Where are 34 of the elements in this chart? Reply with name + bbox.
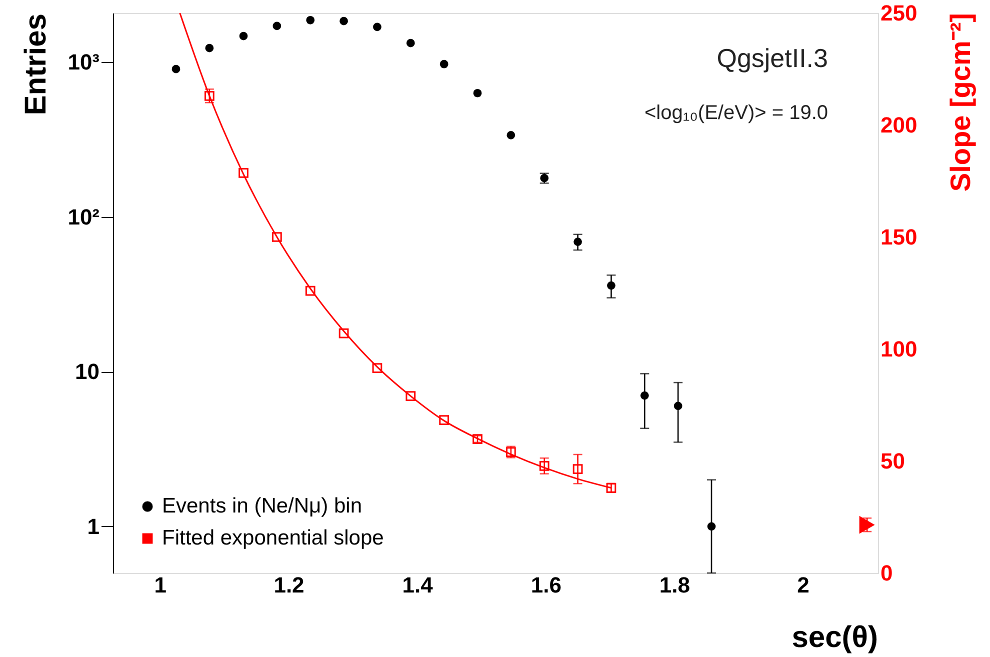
y2-tick-label: 200	[880, 112, 918, 138]
x-tick-label: 2	[797, 572, 810, 598]
point	[272, 22, 282, 30]
point	[172, 64, 180, 74]
point	[340, 16, 348, 26]
annotation: QgsjetII.3	[716, 43, 828, 73]
y2-tick-label: 150	[880, 224, 918, 250]
x-tick-label: 1.4	[402, 572, 434, 598]
point	[306, 16, 315, 24]
x-tick-label: 1.8	[659, 572, 690, 598]
legend-label: Fitted exponential slope	[162, 526, 384, 550]
x-tick-label: 1	[154, 572, 167, 598]
annotation: <log₁₀(E/eV)> = 19.0	[644, 102, 828, 124]
legend-label: Events in (Ne/Nμ) bin	[162, 494, 362, 518]
point	[406, 38, 415, 48]
y-axis-title: Entries	[20, 14, 53, 116]
point	[506, 131, 516, 140]
x-tick-label: 1.2	[274, 572, 304, 598]
x-tick-label: 1.6	[530, 572, 562, 598]
x-axis-title: sec(θ)	[792, 621, 878, 654]
point	[239, 32, 248, 40]
point	[440, 60, 448, 68]
y2-tick-label: 250	[880, 0, 918, 26]
y-tick-label: 10³	[68, 50, 100, 75]
y2-tick-label: 50	[880, 448, 905, 474]
y2-tick-label: 0	[880, 560, 893, 586]
point	[473, 88, 482, 98]
point	[205, 44, 214, 52]
y-tick-label: 1	[87, 514, 100, 539]
y-tick-label: 10	[75, 359, 100, 384]
point	[373, 22, 382, 32]
y2-tick-label: 100	[880, 336, 918, 362]
y2-axis-title: Slope [gcm⁻²]	[945, 13, 976, 192]
y-tick-label: 10²	[68, 204, 100, 230]
